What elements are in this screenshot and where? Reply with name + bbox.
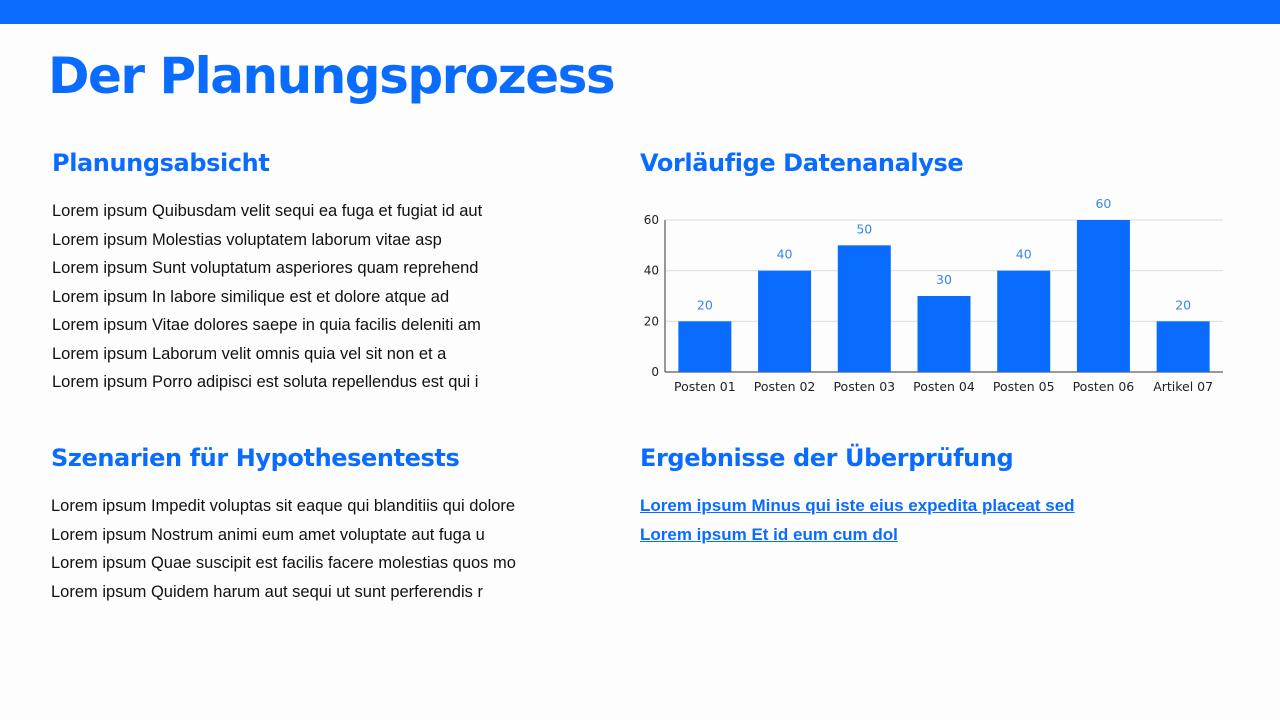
hypothesis-heading: Szenarien für Hypothesentests	[51, 444, 460, 472]
bar	[837, 245, 891, 372]
hypothesis-text: Lorem ipsum Impedit voluptas sit eaque q…	[51, 492, 516, 606]
bar	[1156, 321, 1210, 372]
bar	[997, 270, 1051, 372]
results-links: Lorem ipsum Minus qui iste eius expedita…	[640, 492, 1075, 549]
text-line: Lorem ipsum Molestias voluptatem laborum…	[52, 230, 442, 249]
text-line: Lorem ipsum Impedit voluptas sit eaque q…	[51, 497, 516, 515]
x-tick-label: Artikel 07	[1153, 379, 1213, 394]
planning-intent-section: Planungsabsicht Lorem ipsum Quibusdam ve…	[52, 147, 482, 397]
y-tick-label: 60	[644, 213, 659, 227]
data-label: 40	[1016, 247, 1032, 262]
text-line: Lorem ipsum Vitae dolores saepe in quia …	[52, 316, 481, 334]
planning-intent-heading: Planungsabsicht	[52, 149, 270, 177]
text-line: Lorem ipsum Quae suscipit est facilis fa…	[51, 554, 516, 572]
results-section: Ergebnisse der Überprüfung Lorem ipsum M…	[640, 442, 1075, 549]
data-analysis-heading: Vorläufige Datenanalyse	[640, 149, 964, 177]
text-line: Lorem ipsum Laborum velit omnis quia vel…	[52, 344, 447, 363]
text-line: Lorem ipsum In labore similique est et d…	[52, 287, 450, 306]
bar	[917, 296, 971, 372]
bar	[758, 270, 812, 372]
text-line: Lorem ipsum Quibusdam velit sequi ea fug…	[52, 202, 483, 220]
results-heading: Ergebnisse der Überprüfung	[640, 444, 1014, 472]
text-line: Lorem ipsum Sunt voluptatum asperiores q…	[52, 259, 479, 277]
data-label: 50	[856, 221, 872, 236]
result-link[interactable]: Lorem ipsum Minus qui iste eius expedita…	[640, 496, 1075, 515]
bar-chart: 0 20 40 60 20 Posten 01 40 Posten 02 50 Posten 03…	[644, 196, 1223, 394]
x-tick-label: Posten 06	[1073, 379, 1135, 394]
text-line: Lorem ipsum Nostrum animi eum amet volup…	[51, 525, 485, 544]
data-label: 60	[1095, 196, 1111, 211]
hypothesis-section: Szenarien für Hypothesentests Lorem ipsu…	[51, 442, 516, 606]
data-label: 20	[697, 297, 713, 312]
text-line: Lorem ipsum Porro adipisci est soluta re…	[52, 373, 479, 391]
x-tick-label: Posten 02	[754, 379, 816, 394]
bar	[678, 321, 732, 372]
x-tick-label: Posten 04	[913, 379, 975, 394]
data-label: 30	[936, 272, 952, 287]
y-tick-label: 40	[644, 264, 659, 278]
y-tick-label: 0	[651, 365, 659, 379]
top-accent-bar	[0, 0, 1280, 24]
y-tick-label: 20	[644, 314, 659, 328]
planning-intent-text: Lorem ipsum Quibusdam velit sequi ea fug…	[52, 197, 482, 397]
result-link[interactable]: Lorem ipsum Et id eum cum dol	[640, 524, 898, 544]
data-analysis-section: Vorläufige Datenanalyse	[640, 147, 964, 179]
x-tick-label: Posten 01	[674, 379, 736, 394]
data-label: 20	[1175, 297, 1191, 312]
bar	[1076, 220, 1130, 372]
data-label: 40	[777, 247, 793, 262]
page-title: Der Planungsprozess	[48, 47, 616, 105]
x-tick-label: Posten 05	[993, 379, 1055, 394]
text-line: Lorem ipsum Quidem harum aut sequi ut su…	[51, 582, 483, 601]
x-tick-label: Posten 03	[833, 379, 895, 394]
